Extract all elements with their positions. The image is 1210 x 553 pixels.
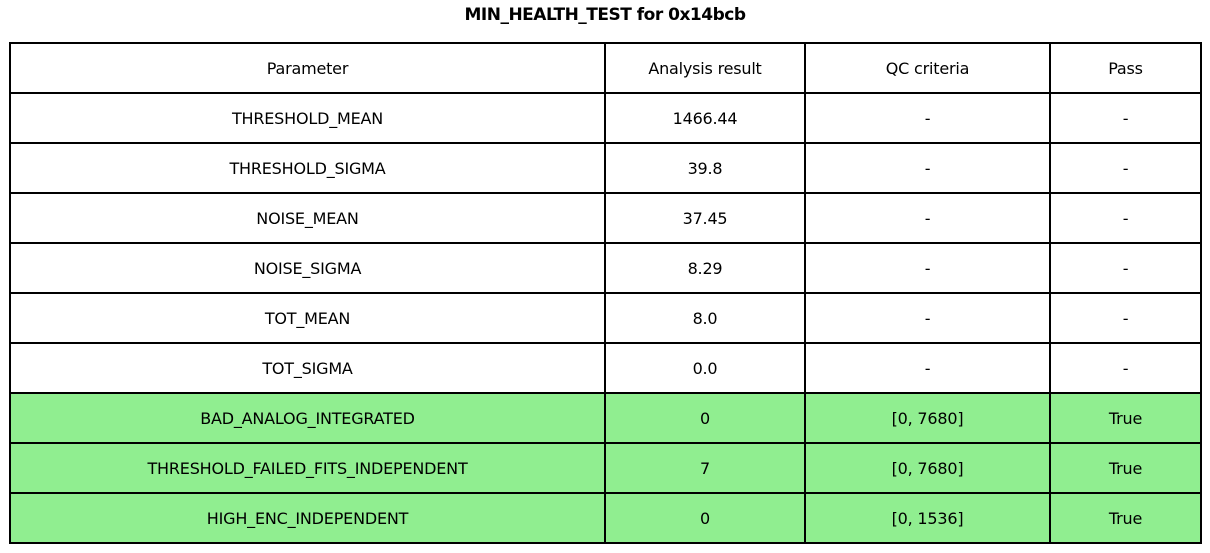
table-row: BAD_ANALOG_INTEGRATED 0 [0, 7680] True: [10, 393, 1201, 443]
table-header-row: Parameter Analysis result QC criteria Pa…: [10, 43, 1201, 93]
result-cell: 7: [605, 443, 805, 493]
qc-cell: [0, 1536]: [805, 493, 1050, 543]
result-cell: 0.0: [605, 343, 805, 393]
qc-cell: -: [805, 293, 1050, 343]
table-row: NOISE_SIGMA 8.29 - -: [10, 243, 1201, 293]
pass-cell: -: [1050, 93, 1201, 143]
param-cell: BAD_ANALOG_INTEGRATED: [10, 393, 605, 443]
page-title: MIN_HEALTH_TEST for 0x14bcb: [464, 5, 746, 25]
qc-cell: [0, 7680]: [805, 443, 1050, 493]
table-row: TOT_MEAN 8.0 - -: [10, 293, 1201, 343]
qc-cell: [0, 7680]: [805, 393, 1050, 443]
param-cell: THRESHOLD_FAILED_FITS_INDEPENDENT: [10, 443, 605, 493]
result-cell: 0: [605, 393, 805, 443]
result-cell: 8.29: [605, 243, 805, 293]
pass-cell: -: [1050, 143, 1201, 193]
result-cell: 0: [605, 493, 805, 543]
param-cell: NOISE_SIGMA: [10, 243, 605, 293]
qc-cell: -: [805, 193, 1050, 243]
pass-cell: -: [1050, 293, 1201, 343]
param-cell: THRESHOLD_SIGMA: [10, 143, 605, 193]
result-cell: 37.45: [605, 193, 805, 243]
table-row: NOISE_MEAN 37.45 - -: [10, 193, 1201, 243]
pass-cell: True: [1050, 393, 1201, 443]
col-header-qc-criteria: QC criteria: [805, 43, 1050, 93]
qc-cell: -: [805, 243, 1050, 293]
result-cell: 39.8: [605, 143, 805, 193]
table-row: HIGH_ENC_INDEPENDENT 0 [0, 1536] True: [10, 493, 1201, 543]
qc-results-table: Parameter Analysis result QC criteria Pa…: [9, 42, 1202, 544]
param-cell: TOT_MEAN: [10, 293, 605, 343]
pass-cell: True: [1050, 443, 1201, 493]
col-header-parameter: Parameter: [10, 43, 605, 93]
qc-cell: -: [805, 143, 1050, 193]
table-row: THRESHOLD_SIGMA 39.8 - -: [10, 143, 1201, 193]
pass-cell: -: [1050, 343, 1201, 393]
col-header-pass: Pass: [1050, 43, 1201, 93]
qc-cell: -: [805, 343, 1050, 393]
table-row: THRESHOLD_MEAN 1466.44 - -: [10, 93, 1201, 143]
pass-cell: -: [1050, 193, 1201, 243]
param-cell: THRESHOLD_MEAN: [10, 93, 605, 143]
table-row: TOT_SIGMA 0.0 - -: [10, 343, 1201, 393]
param-cell: HIGH_ENC_INDEPENDENT: [10, 493, 605, 543]
result-cell: 8.0: [605, 293, 805, 343]
pass-cell: -: [1050, 243, 1201, 293]
qc-cell: -: [805, 93, 1050, 143]
result-cell: 1466.44: [605, 93, 805, 143]
table-row: THRESHOLD_FAILED_FITS_INDEPENDENT 7 [0, …: [10, 443, 1201, 493]
param-cell: NOISE_MEAN: [10, 193, 605, 243]
col-header-analysis-result: Analysis result: [605, 43, 805, 93]
pass-cell: True: [1050, 493, 1201, 543]
param-cell: TOT_SIGMA: [10, 343, 605, 393]
